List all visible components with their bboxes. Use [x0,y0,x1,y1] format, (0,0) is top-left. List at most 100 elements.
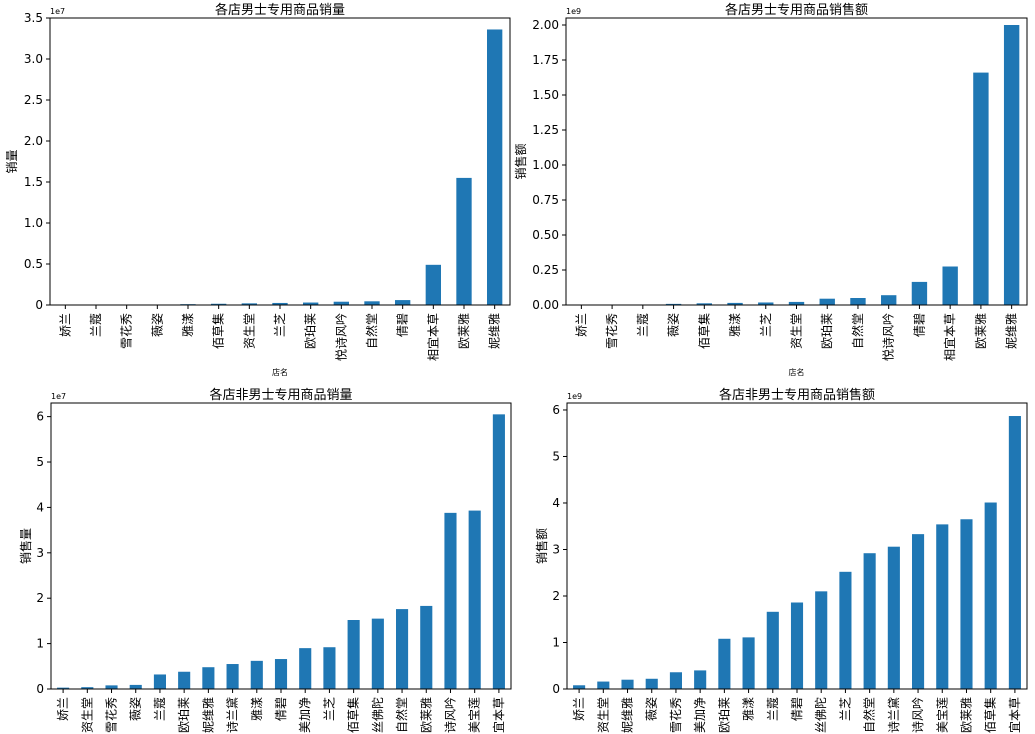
chart-title: 各店男士专用商品销量 [215,2,345,18]
y-offset-label: 1e7 [50,7,65,16]
x-axis-label: 店名 [272,367,288,377]
x-tick-label: 兰蔻 [636,313,650,337]
bar [323,647,336,689]
x-tick-label: 娇兰 [56,697,70,721]
x-tick-label: 兰芝 [758,313,773,337]
x-tick-label: 美加净 [298,697,312,733]
x-tick-label: 兰芝 [837,697,852,721]
y-tick-label: 1.50 [532,88,559,102]
plot-frame [49,17,511,306]
bar [645,678,658,689]
x-tick-label: 娇兰 [58,313,72,337]
x-tick-label: 宜本草 [491,697,506,733]
bar [57,687,70,689]
bar [973,72,989,305]
bar [492,414,505,689]
bar [621,679,634,689]
y-tick-label: 0.50 [532,228,559,242]
x-tick-label: 妮维雅 [200,697,215,733]
x-tick-label: 宜本草 [1007,697,1022,733]
bar [272,302,288,305]
x-tick-label: 丝佛陀 [370,697,385,733]
bar [468,510,481,689]
x-tick-label: 自然堂 [394,697,409,733]
bar [942,266,958,305]
y-tick-label: 1 [552,635,560,649]
x-tick-label: 佰草集 [346,697,361,733]
bar [573,685,586,689]
x-tick-label: 欧莱雅 [418,697,433,733]
x-tick-label: 佰草集 [696,313,711,349]
x-tick-label: 自然堂 [364,313,379,349]
x-tick-label: 佰草集 [211,313,226,349]
x-tick-label: 资生堂 [596,697,610,733]
y-tick-label: 3 [552,542,560,556]
x-tick-label: 资生堂 [790,313,804,349]
x-tick-label: 兰芝 [272,313,287,337]
y-tick-label: 4 [36,500,44,514]
bar [303,302,319,305]
y-tick-label: 0 [35,298,43,312]
bar [211,303,227,305]
x-tick-label: 薇姿 [150,313,164,337]
x-tick-label: 妮维雅 [1004,313,1019,349]
x-tick-label: 倩碧 [274,697,288,721]
y-axis-label: 销量 [5,149,19,173]
x-tick-label: 雅漾 [180,313,195,337]
x-tick-label: 娇兰 [574,313,588,337]
x-tick-label: 兰蔻 [89,313,103,337]
bar [487,29,503,305]
bar [1008,416,1021,689]
x-tick-label: 欧莱雅 [456,313,471,349]
y-tick-label: 2.00 [532,18,559,32]
x-tick-label: 兰蔻 [766,697,780,721]
bar [444,512,457,689]
x-tick-label: 诗风吟 [910,697,925,733]
bar [250,660,263,689]
x-tick-label: 资生堂 [242,313,256,349]
x-tick-label: 欧珀莱 [820,313,834,349]
y-axis-label: 销售量 [18,528,33,564]
y-offset-label: 1e9 [566,7,581,16]
bar [347,620,360,689]
bar [819,298,835,305]
bar [129,684,142,689]
x-tick-label: 欧莱雅 [958,697,973,733]
y-tick-label: 5 [36,455,44,469]
y-tick-label: 0.00 [532,298,559,312]
x-tick-label: 悦诗风吟 [881,313,896,361]
bar [456,177,472,305]
x-tick-label: 雪花秀 [604,313,619,349]
plot-frame [50,402,512,690]
bar [274,659,288,689]
bar [881,295,897,305]
x-tick-label: 相宜本草 [942,313,957,361]
bar [727,302,743,305]
x-tick-label: 资生堂 [80,697,94,733]
bar [960,519,973,689]
x-tick-label: 诗风吟 [442,697,457,733]
bar [788,301,805,305]
x-axis-label: 店名 [789,367,805,377]
x-tick-label: 薇姿 [129,697,143,721]
bar [766,611,779,689]
x-tick-label: 丝佛陀 [813,697,828,733]
x-tick-label: 相宜本草 [425,313,440,361]
bar [597,681,610,689]
bar [758,302,774,305]
chart-title: 各店非男士专用商品销售额 [719,387,875,403]
x-tick-label: 兰蔻 [153,697,167,721]
x-tick-label: 娇兰 [572,697,586,721]
x-tick-label: 薇姿 [667,313,681,337]
bar [371,618,384,689]
y-tick-label: 0 [552,682,560,696]
bar [178,671,191,689]
x-tick-label: 妮维雅 [620,697,635,733]
y-tick-label: 0 [36,682,44,696]
y-tick-label: 2 [552,589,560,603]
x-tick-label: 雪花秀 [104,697,119,733]
bar [333,301,349,305]
bar [153,674,166,689]
bar [665,303,682,305]
bar [202,667,215,689]
